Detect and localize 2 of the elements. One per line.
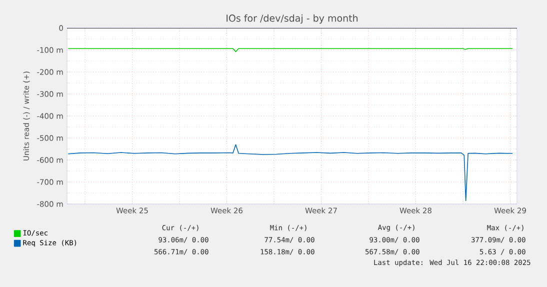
chart-title: IOs for /dev/sdaj - by month (226, 14, 358, 24)
line-series (68, 144, 513, 202)
